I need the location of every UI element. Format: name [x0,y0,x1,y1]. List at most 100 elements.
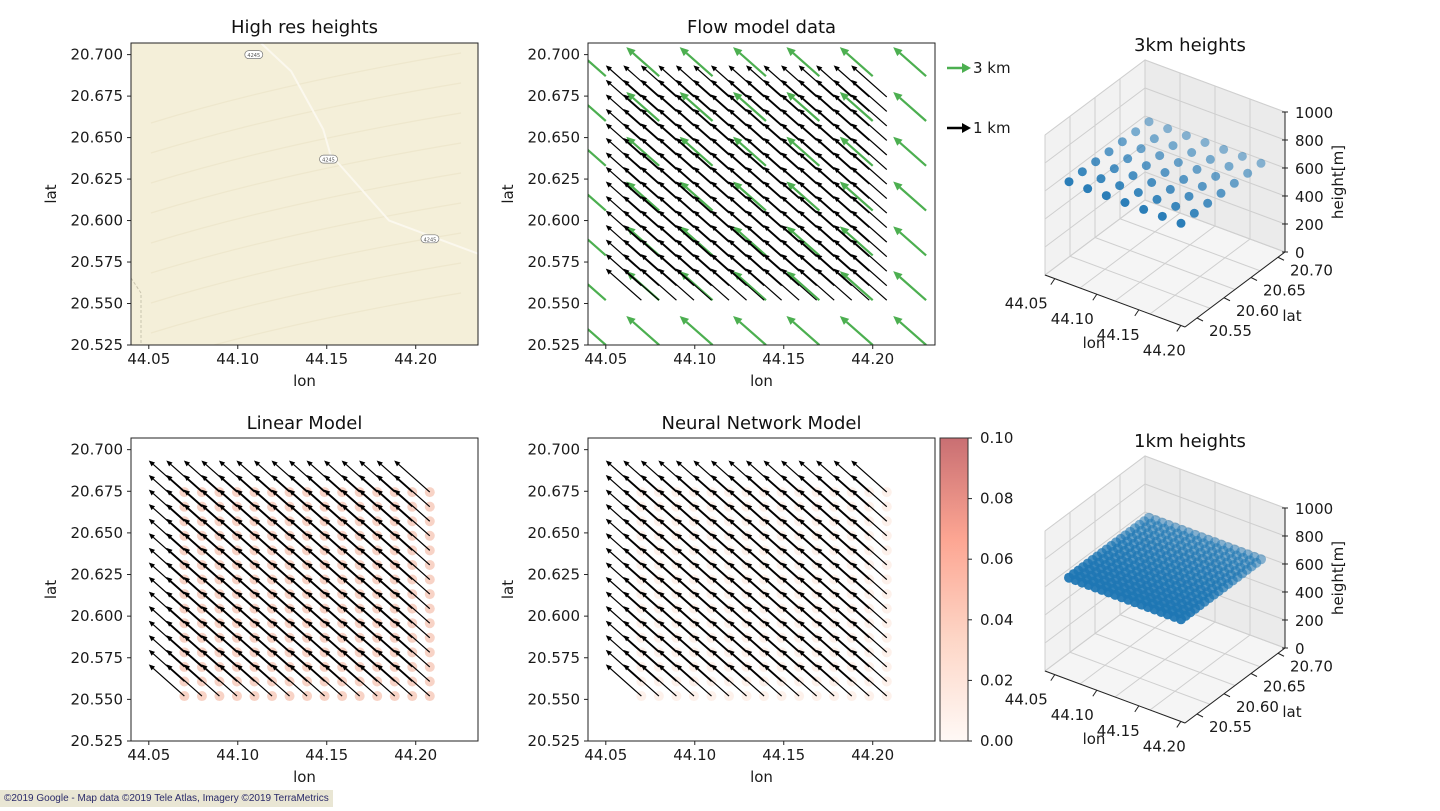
arrow-shaft [855,228,888,258]
z-tick-label: 800 [1295,132,1324,150]
arrow-head [839,181,850,191]
arrow-head [201,533,208,540]
arrow-head [851,504,858,511]
arrow-head [605,239,613,246]
arrow-head [394,664,401,671]
arrow-head [746,649,753,656]
scatter-point [1256,158,1266,168]
arrow-head [271,620,278,627]
x-tick-label: 44.15 [305,746,348,764]
arrow-shaft [855,653,888,682]
arrow-head [289,504,296,511]
grid-line [1044,143,1286,220]
scatter-point [1205,154,1215,164]
arrow-head [693,475,700,481]
arrow-head [359,664,366,671]
arrow-head [148,475,156,481]
axes-frame [587,42,936,346]
arrow-head [640,562,648,569]
arrow-head [746,460,753,467]
arrow-head [271,649,278,656]
arrow-head [851,577,858,583]
arrow-head [816,504,823,511]
quiver-arrow [626,315,660,345]
arrow-head [376,664,383,671]
quiver-arrow [746,254,783,287]
quiver-arrow [763,65,800,98]
arrow-shaft [609,667,642,697]
arrow-shaft [855,551,888,580]
y-tick-label: 20.650 [71,524,124,542]
y-tick-label: 20.675 [71,482,124,500]
quiver-arrow [710,196,747,229]
scatter-point [1171,201,1181,211]
quiver-arrow [253,664,290,697]
arrow-head [675,460,683,467]
scatter-point [1155,151,1165,161]
quiver-arrow [394,577,431,610]
arrow-head [394,620,401,627]
quiver-arrow [851,152,888,185]
arrow-head [253,591,261,598]
arrow-shaft [792,276,821,302]
arrow-shaft [680,272,712,301]
quiver-arrow [675,181,712,214]
y-axis-line [1184,647,1286,724]
arrow-head [394,533,401,540]
arrow-head [710,518,718,525]
quiver-arrow [376,664,413,697]
y-tick-label: 20.600 [71,607,124,625]
arrow-head [693,167,700,173]
arrow-shaft [588,59,607,78]
arrow-head [341,635,348,642]
arrow-head [306,460,313,467]
y-tick-label: 20.600 [528,607,581,625]
arrow-head [710,94,718,101]
arrow-head [201,620,208,627]
arrow-head [816,137,823,144]
arrow-head [341,547,348,554]
arrow-shaft [588,103,607,122]
arrow-head [728,210,735,217]
arrow-shaft [685,276,714,302]
quiver-arrow [605,547,642,580]
arrow-head [798,65,805,72]
arrow-head [839,91,850,101]
arrow-head [710,137,718,144]
quiver-arrow [710,664,747,697]
arrow-head [781,167,788,173]
arrow-head [658,167,665,173]
arrow-head [710,533,718,540]
arrow-head [763,196,770,202]
arrow-head [218,577,226,583]
arrow-head [236,664,243,671]
quiver-arrow [763,167,800,200]
arrow-head [658,225,665,232]
arrow-head [324,460,331,467]
y-tick-label: 20.700 [71,46,124,64]
arrow-head [746,664,753,671]
arrow-head [376,533,383,540]
quiver-arrow [394,649,431,682]
arrow-head [289,475,296,481]
arrow-head [763,181,770,188]
quiver-arrow [675,152,712,185]
arrow-head [675,649,683,656]
quiver-arrow [148,620,185,653]
arrow-head [201,504,208,511]
arrow-head [798,664,805,671]
quiver-arrow [833,664,870,697]
arrow-head [816,254,823,261]
arrow-head [833,591,840,598]
quiver-arrow [728,268,765,301]
arrow-head [148,518,156,525]
arrow-head [693,137,700,144]
arrow-head [306,664,313,671]
arrow-head [166,460,173,467]
quiver-arrow [839,315,874,345]
arrow-head [605,79,613,86]
quiver-arrow [658,268,695,301]
arrow-head [623,606,630,613]
arrow-head [839,136,850,146]
x-tick-label: 44.05 [1005,691,1048,709]
